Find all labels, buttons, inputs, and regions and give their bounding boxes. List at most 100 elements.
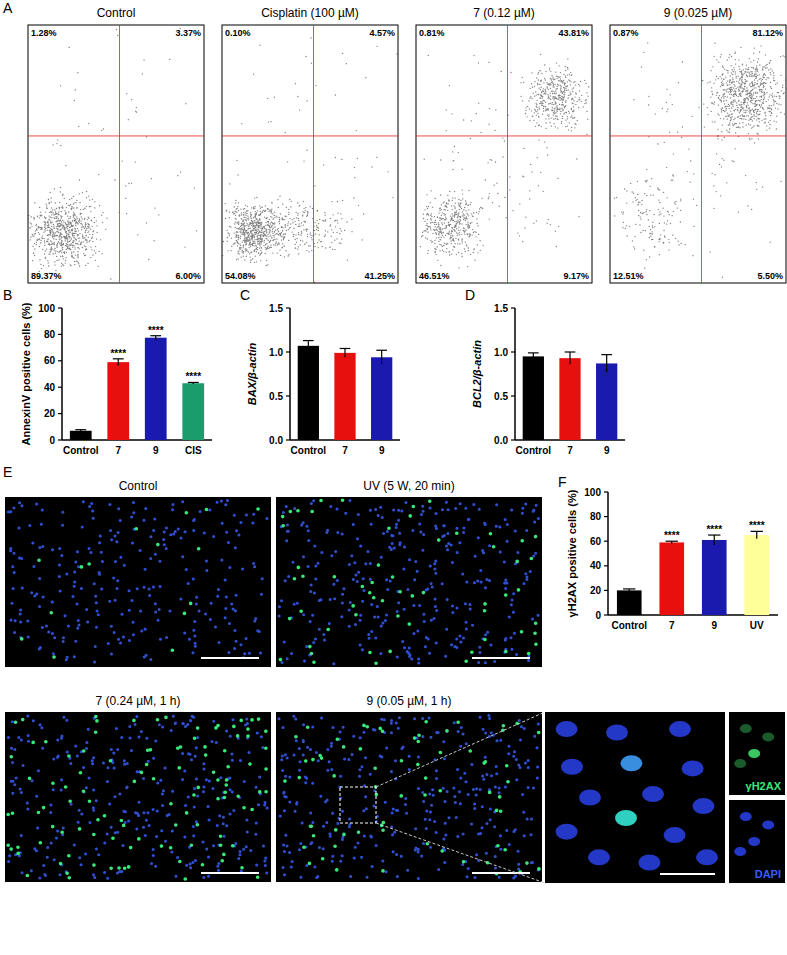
nucleus [669, 721, 691, 737]
bar [744, 535, 769, 615]
quadrant-percent: 41.25% [364, 271, 395, 281]
y-tick-label: 80 [590, 511, 602, 522]
panel-letter: C [240, 287, 250, 303]
panel-letter: E [3, 464, 12, 480]
bars [523, 352, 618, 440]
nucleus [615, 810, 637, 826]
error-bar [340, 348, 351, 357]
bar [182, 383, 204, 440]
channel-label: γH2AX [746, 780, 782, 792]
y-tick-label: 40 [590, 560, 602, 571]
bar-chart: 020406080100γH2AX positive cells (%)Cont… [566, 487, 778, 632]
error-bar [601, 355, 612, 373]
y-tick [604, 491, 608, 492]
bar [298, 346, 319, 440]
error-bar [751, 531, 763, 538]
quadrant-percent: 54.08% [225, 271, 256, 281]
error-bar [565, 352, 576, 364]
panel-letter: F [558, 474, 567, 490]
y-tick-label: 100 [38, 303, 55, 314]
y-tick [58, 334, 62, 335]
error-bar [75, 430, 86, 432]
nucleus [620, 755, 642, 771]
x-tick-label: Control [611, 620, 647, 631]
nucleus [556, 824, 578, 840]
quadrant-line [313, 25, 314, 283]
event-texture [416, 54, 592, 283]
micrograph: 7 (0.24 µM, 1 h) [5, 694, 271, 882]
nuclei-texture [8, 716, 267, 878]
y-tick [286, 395, 290, 396]
nucleus [762, 820, 774, 829]
y-tick-label: 0 [49, 435, 55, 446]
nucleus [748, 837, 760, 846]
y-tick-label: 0.0 [269, 435, 283, 446]
error-stem [381, 350, 382, 364]
nuclei-texture [8, 501, 267, 663]
quadrant-line [28, 135, 204, 136]
inset: γH2AX [729, 712, 785, 795]
error-bar [303, 341, 314, 352]
significance: **** [148, 325, 164, 336]
bar [107, 362, 129, 440]
nucleus [696, 849, 718, 865]
y-axis-title: γH2AX positive cells (%) [566, 489, 578, 617]
inset: DAPI [729, 800, 785, 883]
flow-panel: Cisplatin (100 µM)0.10%4.57%54.08%41.25% [211, 0, 398, 283]
bar [145, 338, 167, 440]
bar [334, 353, 355, 440]
significance: **** [706, 524, 722, 535]
error-stem [714, 535, 715, 545]
x-tick-label: 7 [342, 445, 348, 456]
plot-frame [610, 25, 786, 283]
background [0, 0, 787, 955]
error-stem [606, 355, 607, 373]
x-tick-label: 9 [153, 445, 159, 456]
quadrant-percent: 6.00% [175, 271, 201, 281]
bar-chart: 0.00.51.01.5BCL2/β-actinControl79 [471, 303, 625, 457]
nucleus [588, 849, 610, 865]
quadrant-percent: 1.28% [31, 28, 57, 38]
error-cap [623, 588, 635, 589]
nucleus [734, 759, 746, 768]
gh2ax-texture [285, 722, 539, 874]
event-texture [222, 25, 397, 283]
zoom-panel [545, 712, 725, 883]
zoom-connector [376, 712, 545, 787]
quadrant-percent: 89.37% [31, 271, 62, 281]
nucleus [664, 827, 686, 843]
event-texture [28, 25, 204, 283]
bar [702, 540, 727, 615]
error-stem [756, 531, 757, 538]
y-tick-label: 100 [584, 487, 601, 498]
error-stem [344, 348, 345, 357]
y-tick-label: 60 [590, 536, 602, 547]
error-bar [666, 541, 678, 543]
y-tick-label: 20 [590, 585, 602, 596]
y-tick-label: 1.5 [269, 303, 283, 314]
x-tick-label: CIS [185, 445, 202, 456]
quadrant-percent: 43.81% [558, 28, 589, 38]
y-tick [604, 541, 608, 542]
y-axis [607, 492, 609, 615]
error-cap [75, 429, 86, 430]
x-tick-label: 9 [711, 620, 717, 631]
x-tick-label: Control [291, 445, 327, 456]
nucleus [682, 760, 704, 776]
nuclei-texture [279, 716, 538, 879]
y-tick [58, 360, 62, 361]
y-tick-label: 0.5 [494, 391, 508, 402]
x-tick-label: 9 [379, 445, 385, 456]
bar [70, 431, 92, 440]
y-tick-label: 80 [44, 329, 56, 340]
y-tick-label: 1.0 [269, 347, 283, 358]
error-stem [569, 352, 570, 364]
y-tick [58, 413, 62, 414]
x-tick-label: Control [516, 445, 552, 456]
error-cap [376, 350, 387, 351]
plot-frame [416, 25, 592, 283]
nucleus [748, 749, 760, 758]
y-axis [289, 308, 291, 440]
bar-chart: 020406080100AnnexinV positive cells (%)C… [20, 302, 212, 456]
panel-title: Control [97, 6, 136, 20]
